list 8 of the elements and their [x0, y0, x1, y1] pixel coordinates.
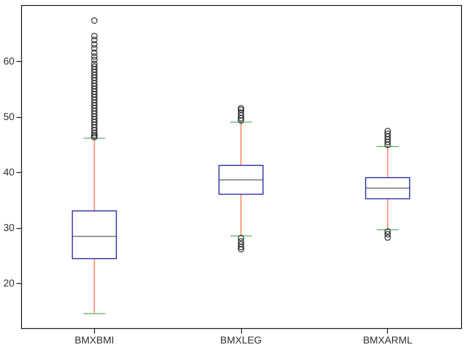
x-tick-label: BMXLEG [220, 336, 262, 346]
y-tick-label: 50 [3, 112, 15, 124]
y-tick-label: 40 [3, 168, 15, 179]
x-tick-label: BMXARML [362, 336, 413, 346]
y-tick-label: 20 [3, 278, 15, 290]
y-tick-label: 30 [3, 223, 15, 234]
y-tick-label: 60 [3, 56, 15, 68]
x-tick-label: BMXBMI [74, 336, 114, 346]
